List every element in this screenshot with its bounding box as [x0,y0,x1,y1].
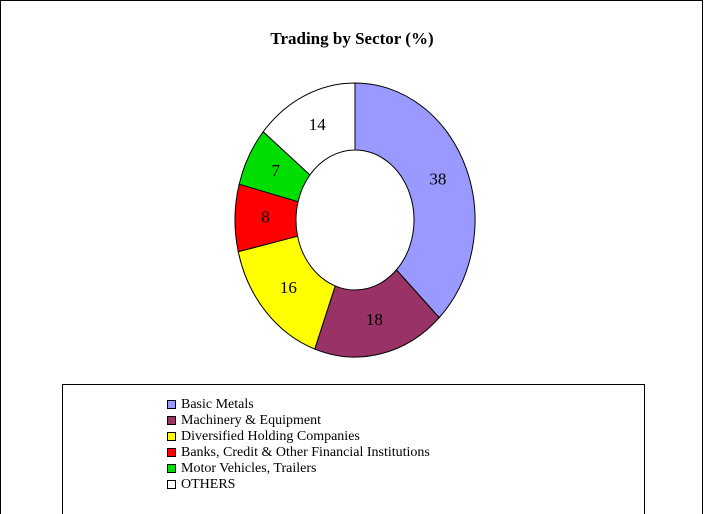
donut-slice [262,82,356,176]
data-label: 18 [366,310,383,329]
data-label: 14 [309,115,327,134]
legend-label: OTHERS [181,477,235,492]
data-label: 8 [261,207,270,226]
legend-label: Basic Metals [181,397,254,412]
chart-title: Trading by Sector (%) [270,29,433,48]
legend-swatch [167,480,176,489]
legend-label: Machinery & Equipment [181,413,321,428]
legend-swatch [167,464,176,473]
legend-label: Diversified Holding Companies [181,429,360,444]
donut-slice [354,82,476,319]
legend-swatch [167,448,176,457]
legend-label: Motor Vehicles, Trailers [181,461,316,476]
legend-swatch [167,400,176,409]
data-label: 16 [280,278,297,297]
legend-box [62,384,645,514]
legend-swatch [167,416,176,425]
data-label: 38 [429,170,446,189]
legend-swatch [167,432,176,441]
legend-label: Banks, Credit & Other Financial Institut… [181,445,430,460]
data-label: 7 [271,161,280,180]
